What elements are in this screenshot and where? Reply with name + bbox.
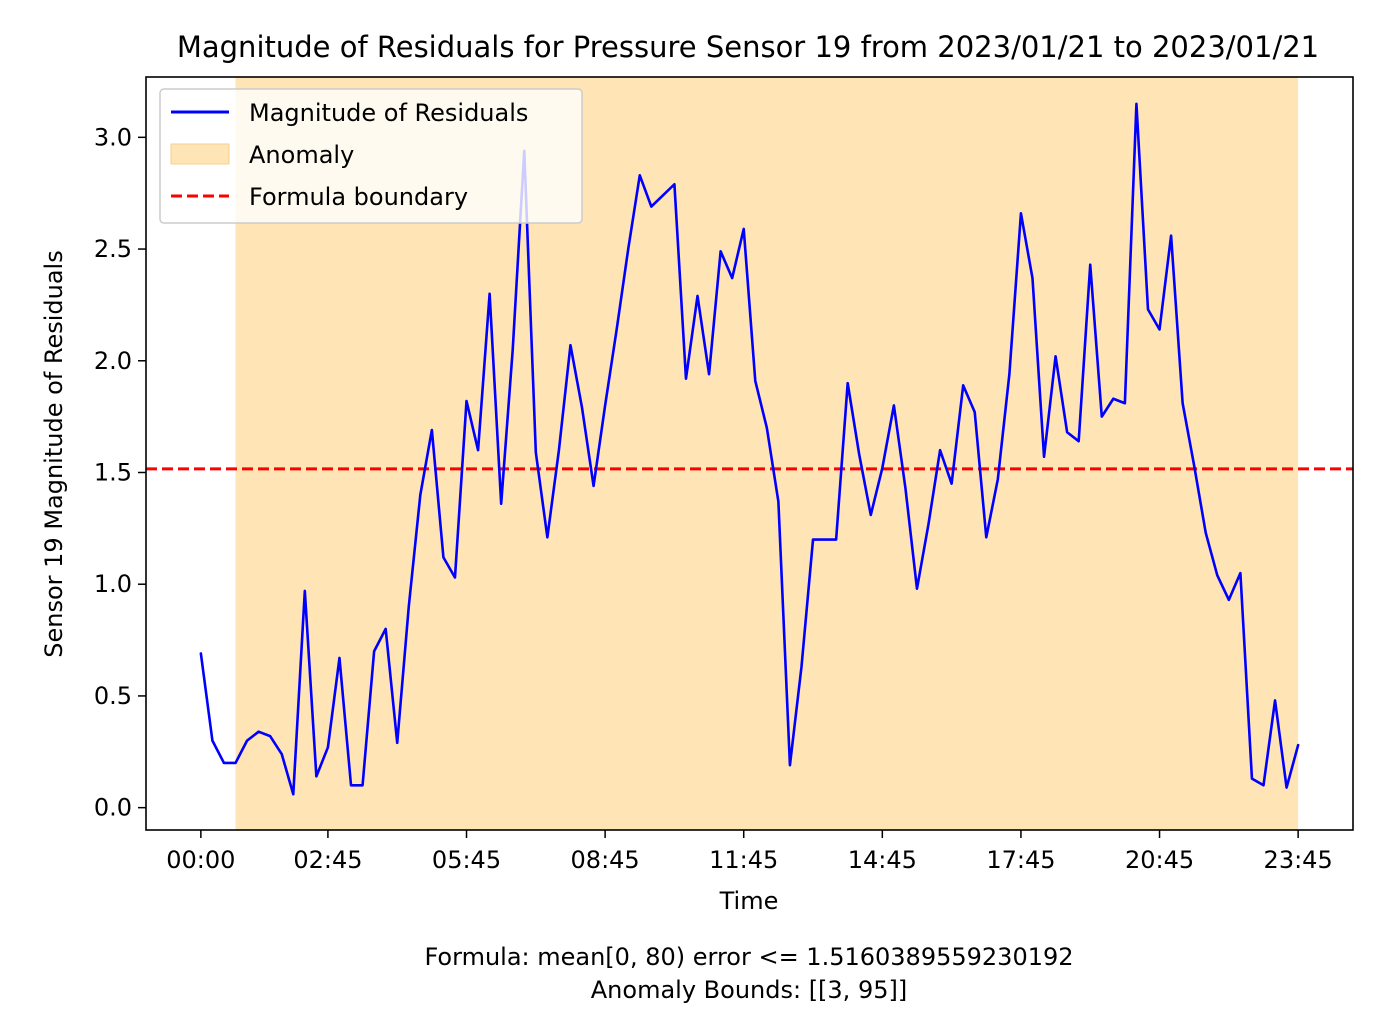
y-tick-label: 2.5 <box>94 235 132 263</box>
chart-title: Magnitude of Residuals for Pressure Sens… <box>177 30 1319 64</box>
y-tick-label: 3.0 <box>94 123 132 151</box>
legend-box <box>159 88 583 224</box>
x-tick-label: 14:45 <box>848 846 917 874</box>
legend-label-anomaly: Anomaly <box>249 141 354 169</box>
x-tick-label: 23:45 <box>1264 846 1333 874</box>
x-tick-label: 05:45 <box>432 846 501 874</box>
x-tick-label: 11:45 <box>709 846 778 874</box>
x-tick-label: 08:45 <box>571 846 640 874</box>
y-tick-label: 0.0 <box>94 794 132 822</box>
y-tick-label: 1.5 <box>94 458 132 486</box>
series-layer <box>199 102 1300 796</box>
y-tick-label: 0.5 <box>94 682 132 710</box>
y-ticks: 0.0 0.5 1.0 1.5 2.0 2.5 3.0 <box>94 123 146 822</box>
legend-swatch-anomaly <box>170 143 230 165</box>
formula-text: Formula: mean[0, 80) error <= 1.51603895… <box>424 943 1073 971</box>
plot-frame <box>145 76 1354 831</box>
x-axis-label: Time <box>719 887 779 915</box>
y-axis-label: Sensor 19 Magnitude of Residuals <box>40 250 68 657</box>
legend-label-boundary: Formula boundary <box>249 183 468 211</box>
y-tick-label: 1.0 <box>94 570 132 598</box>
series-line-0 <box>199 102 1300 796</box>
x-tick-label: 02:45 <box>293 846 362 874</box>
x-ticks: 00:00 02:45 05:45 08:45 11:45 14:45 17:45 20:45… <box>166 830 1333 874</box>
x-tick-label: 00:00 <box>166 846 235 874</box>
y-tick-label: 2.0 <box>94 347 132 375</box>
x-tick-label: 20:45 <box>1125 846 1194 874</box>
legend: Magnitude of Residuals Anomaly Formula b… <box>159 88 583 224</box>
legend-label-series: Magnitude of Residuals <box>249 99 528 127</box>
anomaly-bounds-text: Anomaly Bounds: [[3, 95]] <box>591 976 907 1004</box>
x-tick-label: 17:45 <box>986 846 1055 874</box>
